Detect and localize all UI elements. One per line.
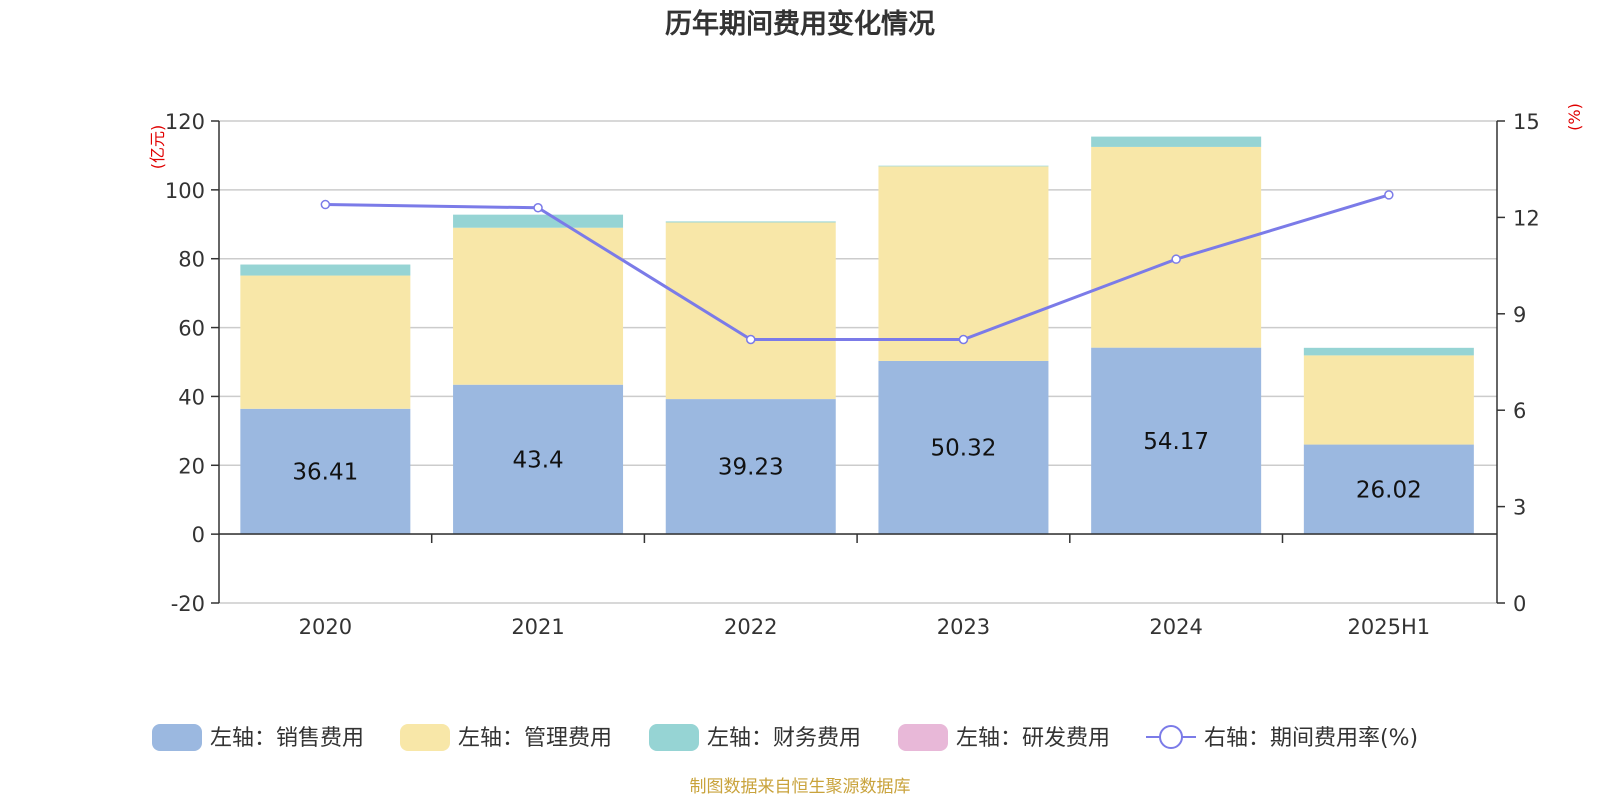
data-label: 50.32 [931, 436, 997, 462]
rate-point [746, 334, 756, 345]
legend: 左轴：销售费用 左轴：管理费用 左轴：财务费用 左轴：研发费用 右轴：期间费用率(%) [152, 724, 1418, 751]
bar [1091, 347, 1262, 535]
data-label: 54.17 [1143, 429, 1209, 455]
data-label: 39.23 [718, 455, 784, 481]
bar [878, 165, 1049, 167]
left-tick-label: 100 [165, 179, 205, 203]
bars [240, 136, 1474, 535]
rate-point [1171, 254, 1181, 264]
line-series [320, 190, 1394, 345]
bar [1303, 444, 1474, 535]
data-label: 26.02 [1356, 477, 1422, 503]
left-tick-label: 120 [165, 110, 205, 134]
right-tick-label: 6 [1513, 399, 1526, 423]
data-labels: 36.41 43.4 39.23 50.32 54.17 26.02 [292, 429, 1421, 503]
x-tick-label: 2022 [724, 615, 777, 639]
left-tick-label: -20 [171, 592, 205, 616]
x-tick-label: 2023 [937, 615, 990, 639]
legend-swatch [898, 724, 948, 751]
bar [240, 275, 411, 409]
right-tick-label: 3 [1513, 496, 1526, 520]
bar [1091, 136, 1262, 147]
rate-point [1384, 190, 1394, 200]
bar [240, 408, 411, 535]
legend-swatch [649, 724, 699, 751]
x-tick-label: 2020 [299, 615, 352, 639]
data-label: 36.41 [292, 459, 358, 485]
legend-label: 左轴：管理费用 [458, 726, 612, 751]
rate-point [958, 334, 969, 345]
chart-title: 历年期间费用变化情况 [665, 8, 935, 40]
bar [1303, 347, 1474, 356]
left-tick-label: 0 [192, 523, 205, 547]
right-tick-label: 12 [1513, 206, 1540, 230]
x-tick-label: 2021 [511, 615, 564, 639]
left-axis-unit: (亿元) [148, 125, 167, 170]
bar [453, 227, 624, 385]
data-label: 43.4 [512, 447, 563, 473]
right-axis-unit: (%) [1565, 103, 1584, 131]
right-tick-label: 15 [1513, 110, 1540, 134]
bar [665, 399, 836, 535]
rate-point [320, 199, 331, 210]
left-tick-label: 20 [178, 454, 205, 478]
legend-label: 右轴：期间费用率(%) [1204, 726, 1418, 751]
legend-label: 左轴：研发费用 [956, 726, 1110, 751]
bar [665, 222, 836, 400]
right-tick-label: 0 [1513, 592, 1526, 616]
legend-swatch [152, 724, 202, 751]
legend-label: 左轴：销售费用 [210, 726, 364, 751]
source-note: 制图数据来自恒生聚源数据库 [690, 777, 911, 797]
rate-line [325, 193, 1390, 342]
bar [240, 264, 411, 276]
axes: 120 100 80 60 40 20 0 -20 15 12 9 6 3 0 2020 2021 2022 20… [165, 110, 1540, 639]
rate-point [533, 203, 543, 213]
right-tick-label: 9 [1513, 303, 1526, 327]
bar [453, 384, 624, 535]
left-tick-label: 60 [178, 317, 205, 341]
legend-label: 左轴：财务费用 [707, 726, 861, 751]
bar [1091, 146, 1262, 348]
left-tick-label: 40 [178, 385, 205, 409]
legend-swatch [400, 724, 450, 751]
bar [453, 214, 624, 228]
bar [1303, 355, 1474, 445]
x-tick-label: 2024 [1149, 615, 1202, 639]
bar [878, 360, 1049, 535]
x-tick-label: 2025H1 [1348, 615, 1431, 639]
bar [665, 221, 836, 223]
bar [878, 166, 1049, 361]
left-tick-label: 80 [178, 248, 205, 272]
legend-marker [1159, 725, 1183, 749]
